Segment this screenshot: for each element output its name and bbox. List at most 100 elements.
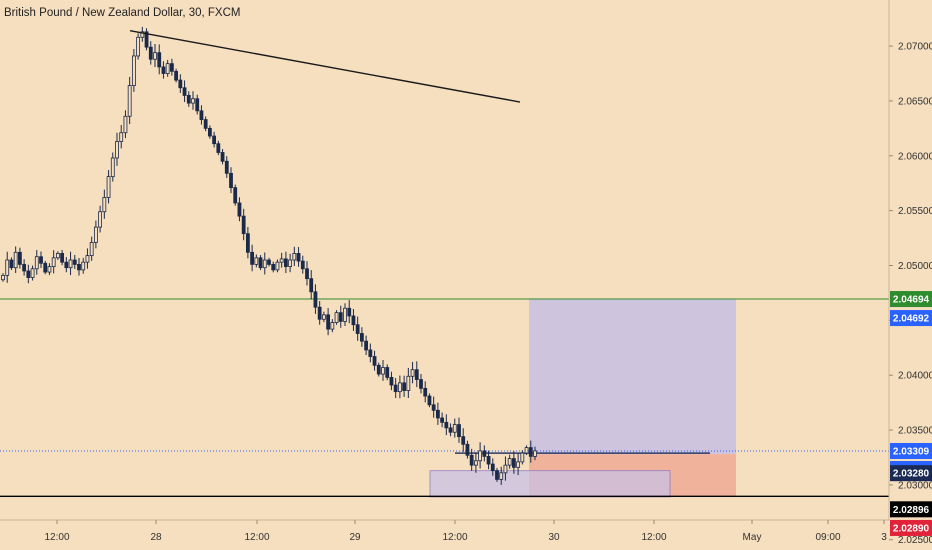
candle-body [300, 260, 305, 270]
candle [178, 74, 183, 93]
candle [457, 417, 461, 443]
price-tick-label: 2.07000 [898, 42, 932, 53]
candle-body [372, 356, 377, 366]
candle [85, 248, 90, 269]
candle-body [68, 259, 73, 269]
candle-body [402, 382, 407, 391]
candle [402, 375, 407, 397]
candle-body [26, 270, 31, 278]
candle [161, 61, 166, 79]
candle-body [419, 379, 423, 389]
candle [355, 316, 360, 341]
candle-body [195, 98, 200, 112]
candle-body [478, 450, 483, 462]
candle [520, 450, 525, 465]
candle-body [5, 259, 10, 276]
profit-zone [529, 299, 736, 455]
candle-body [414, 369, 419, 380]
time-tick-label: 29 [349, 532, 361, 543]
candle-body [507, 458, 512, 466]
candle [410, 361, 415, 384]
candle [123, 110, 128, 139]
candle-body [355, 324, 360, 334]
entry-range-box [429, 470, 671, 498]
candle-body [321, 314, 326, 320]
candle [131, 48, 136, 92]
time-tick-label: May [743, 532, 762, 543]
candle-body [305, 268, 309, 280]
candle [364, 335, 369, 355]
candle-body [77, 263, 81, 271]
candle [499, 466, 504, 485]
candle-body [490, 463, 495, 472]
candle [13, 246, 18, 273]
candle [199, 105, 204, 125]
candle-body [30, 268, 35, 278]
candle-body [292, 253, 297, 261]
candle-body [457, 424, 461, 438]
candle-body [267, 259, 271, 265]
time-axis[interactable]: 12:00 28 12:00 29 12:00 30 12:00 May 09:00 3 [44, 520, 887, 543]
candle-body [520, 452, 525, 463]
candle-body [140, 31, 145, 38]
horizontal-levels [0, 298, 889, 497]
candle-body [368, 349, 373, 357]
candle [524, 445, 529, 456]
candle [465, 440, 470, 459]
candle [195, 94, 200, 115]
candle-body [207, 127, 212, 137]
candle [220, 149, 225, 165]
price-tag-label: 2.04692 [893, 314, 930, 325]
candle-body [191, 98, 195, 104]
candle [271, 261, 276, 273]
candle [368, 343, 373, 363]
candle [157, 44, 162, 75]
candle [338, 305, 343, 328]
trendline-group[interactable] [129, 30, 521, 103]
candle-body [317, 306, 322, 320]
candle-body [351, 315, 356, 326]
candle [262, 252, 267, 275]
candle [486, 450, 491, 470]
candle [321, 311, 326, 323]
candle [461, 428, 466, 452]
candle [393, 378, 398, 398]
candle-body [381, 367, 385, 375]
candle [482, 445, 487, 462]
candle-body [106, 176, 111, 198]
candle [351, 308, 356, 331]
candle [102, 189, 107, 219]
candle [47, 263, 52, 276]
price-tag-current-price: 2.03309 [890, 442, 932, 459]
candle [72, 254, 77, 269]
candle [359, 327, 364, 347]
candle-body [157, 52, 162, 68]
candle [106, 170, 111, 204]
candle [212, 131, 217, 148]
candle [448, 423, 453, 437]
candle [55, 251, 60, 260]
time-tick-label: 30 [548, 532, 560, 543]
candle [119, 125, 124, 149]
candle [127, 76, 132, 125]
candle [330, 319, 335, 333]
candle [376, 362, 381, 377]
candle [182, 80, 187, 103]
candle-body [224, 160, 229, 174]
price-tag-bg [890, 442, 932, 459]
time-tick-label: 12:00 [442, 532, 467, 543]
candle-body [338, 312, 343, 322]
candle [419, 374, 423, 394]
candle-body [115, 141, 119, 159]
candle [469, 448, 474, 471]
price-tick-label: 2.06000 [898, 151, 932, 162]
candle-body [288, 259, 293, 267]
candle-body [406, 375, 411, 391]
candle-body [343, 307, 347, 322]
chart-title: British Pound / New Zealand Dollar, 30, … [4, 7, 241, 19]
candle-body [136, 36, 141, 57]
candle-body [161, 66, 166, 74]
candle-body [444, 421, 449, 429]
candle-body [495, 470, 499, 480]
